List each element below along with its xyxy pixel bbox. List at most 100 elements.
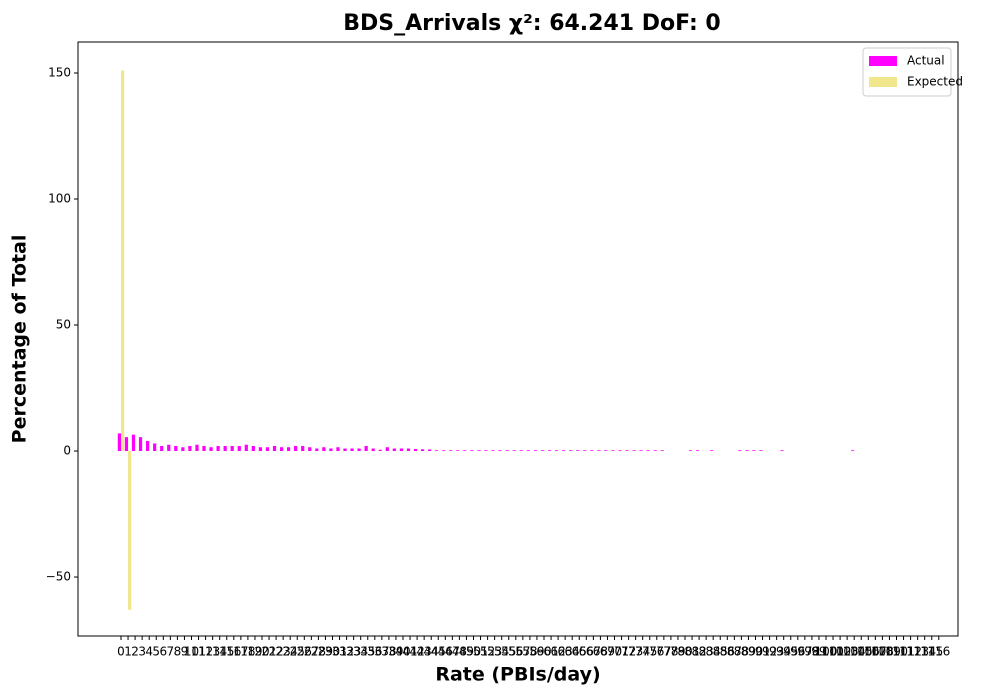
x-tick-label: 17 bbox=[233, 645, 248, 659]
x-tick-label: 33 bbox=[346, 645, 361, 659]
bar bbox=[646, 450, 650, 452]
x-tick-label: 22 bbox=[268, 645, 283, 659]
bar bbox=[597, 450, 601, 452]
x-tick-label: 57 bbox=[515, 645, 530, 659]
bar bbox=[237, 445, 241, 452]
bar bbox=[632, 450, 636, 452]
bar bbox=[174, 445, 178, 452]
x-tick-label: 66 bbox=[579, 645, 594, 659]
bar bbox=[230, 445, 234, 452]
bar bbox=[695, 450, 700, 452]
bar bbox=[491, 450, 495, 452]
bar bbox=[128, 451, 132, 610]
bar bbox=[484, 450, 488, 452]
bar bbox=[251, 445, 255, 452]
x-tick-label: 79 bbox=[670, 645, 685, 659]
bar bbox=[244, 444, 248, 452]
x-tick-label: 9 bbox=[181, 645, 189, 659]
x-tick-label: 61 bbox=[543, 645, 558, 659]
bar bbox=[583, 450, 587, 452]
x-tick-label: 13 bbox=[205, 645, 220, 659]
bar bbox=[710, 450, 714, 452]
x-tick-label: 0 bbox=[117, 645, 125, 659]
x-tick-label: 107 bbox=[864, 645, 887, 659]
bar bbox=[167, 444, 171, 452]
x-tick-label: 115 bbox=[920, 645, 943, 659]
bar bbox=[512, 450, 516, 452]
x-tick-label: 3 bbox=[138, 645, 146, 659]
x-tick-label: 97 bbox=[797, 645, 812, 659]
x-tick-label: 51 bbox=[473, 645, 488, 659]
x-tick-label: 47 bbox=[445, 645, 460, 659]
x-tick-label: 14 bbox=[212, 645, 227, 659]
x-tick-label: 43 bbox=[417, 645, 432, 659]
x-tick-label: 42 bbox=[409, 645, 424, 659]
bar bbox=[851, 450, 855, 452]
x-tick-label: 25 bbox=[290, 645, 305, 659]
bar bbox=[329, 448, 333, 452]
bar bbox=[498, 450, 502, 452]
bar bbox=[287, 447, 291, 452]
bar bbox=[456, 450, 460, 452]
x-tick-label: 26 bbox=[297, 645, 312, 659]
bar bbox=[759, 450, 763, 452]
x-tick-label: 70 bbox=[607, 645, 622, 659]
x-tick-label: 87 bbox=[727, 645, 742, 659]
x-tick-label: 32 bbox=[339, 645, 354, 659]
x-tick-label: 75 bbox=[642, 645, 657, 659]
bar bbox=[216, 445, 220, 452]
x-tick-label: 91 bbox=[755, 645, 770, 659]
bar bbox=[195, 444, 199, 452]
x-tick-label: 116 bbox=[927, 645, 950, 659]
x-tick-label: 1 bbox=[124, 645, 132, 659]
y-axis-label: Percentage of Total bbox=[9, 235, 31, 444]
bar bbox=[265, 447, 270, 452]
x-tick-label: 28 bbox=[311, 645, 326, 659]
bar bbox=[272, 445, 277, 452]
bar bbox=[611, 450, 615, 452]
bar bbox=[547, 450, 552, 452]
x-tick-label: 71 bbox=[614, 645, 629, 659]
x-tick-label: 6 bbox=[159, 645, 167, 659]
x-tick-label: 7 bbox=[167, 645, 175, 659]
x-tick-label: 24 bbox=[283, 645, 298, 659]
x-tick-label: 81 bbox=[684, 645, 699, 659]
x-tick-label: 100 bbox=[815, 645, 838, 659]
x-tick-label: 41 bbox=[402, 645, 417, 659]
x-tick-label: 99 bbox=[811, 645, 826, 659]
bar bbox=[660, 450, 664, 452]
bar bbox=[604, 450, 608, 452]
y-tick-label: 0 bbox=[63, 444, 71, 458]
x-tick-label: 90 bbox=[748, 645, 763, 659]
x-tick-label: 82 bbox=[691, 645, 706, 659]
x-tick-label: 4 bbox=[145, 645, 153, 659]
bar bbox=[625, 450, 629, 452]
bar bbox=[413, 449, 418, 452]
bar bbox=[294, 445, 298, 452]
x-tick-label: 96 bbox=[790, 645, 805, 659]
x-tick-label: 44 bbox=[424, 645, 439, 659]
bar bbox=[315, 448, 319, 452]
bar bbox=[322, 447, 326, 452]
bar bbox=[618, 450, 622, 452]
legend-label: Actual bbox=[907, 54, 945, 68]
bar bbox=[279, 447, 284, 452]
bar bbox=[371, 448, 375, 452]
x-tick-label: 12 bbox=[198, 645, 213, 659]
x-tick-label: 40 bbox=[395, 645, 410, 659]
x-tick-label: 20 bbox=[254, 645, 269, 659]
x-tick-label: 114 bbox=[913, 645, 936, 659]
bar bbox=[258, 447, 262, 452]
x-tick-label: 54 bbox=[494, 645, 509, 659]
chart-title: BDS_Arrivals χ²: 64.241 DoF: 0 bbox=[343, 11, 720, 36]
bar bbox=[223, 445, 227, 452]
x-tick-label: 88 bbox=[734, 645, 749, 659]
x-tick-label: 113 bbox=[906, 645, 929, 659]
x-tick-label: 111 bbox=[892, 645, 915, 659]
x-tick-label: 94 bbox=[776, 645, 791, 659]
x-tick-label: 77 bbox=[656, 645, 671, 659]
x-tick-label: 72 bbox=[621, 645, 636, 659]
x-tick-label: 84 bbox=[706, 645, 721, 659]
y-tick-label: 100 bbox=[48, 192, 71, 206]
